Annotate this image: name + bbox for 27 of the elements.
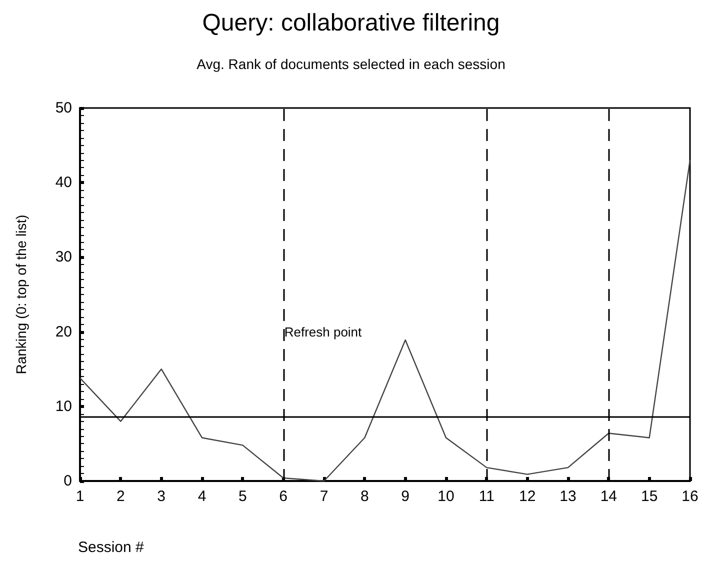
y-tick-label: 0 — [64, 472, 72, 490]
x-tick-label: 10 — [438, 488, 454, 505]
y-tick-label: 20 — [55, 323, 72, 340]
x-tick-label: 14 — [600, 488, 618, 505]
annotation: Refresh point — [284, 324, 362, 340]
x-axis-title: Session # — [78, 539, 145, 556]
x-tick-label: 9 — [401, 488, 410, 505]
y-axis-title: Ranking (0: top of the list) — [13, 214, 29, 374]
y-tick-label: 10 — [55, 398, 72, 415]
y-tick-label: 30 — [55, 248, 72, 266]
x-tick-label: 15 — [640, 488, 658, 505]
x-tick-label: 7 — [320, 488, 328, 505]
x-tick-label: 11 — [478, 488, 494, 505]
x-tick-label: 6 — [279, 488, 288, 505]
chart-title: Query: collaborative filtering — [202, 10, 500, 36]
x-tick-label: 1 — [76, 488, 84, 505]
x-tick-label: 3 — [157, 488, 166, 505]
y-tick-label: 50 — [55, 100, 72, 116]
x-tick-label: 5 — [238, 488, 247, 505]
x-tick-label: 13 — [560, 488, 576, 505]
x-tick-label: 8 — [360, 488, 369, 505]
x-tick-label: 4 — [198, 488, 206, 505]
x-tick-label: 12 — [518, 488, 536, 505]
x-tick-label: 16 — [682, 488, 698, 505]
y-tick-label: 40 — [55, 174, 72, 192]
chart-subtitle: Avg. Rank of documents selected in each session — [196, 56, 506, 72]
x-tick-label: 2 — [116, 488, 125, 505]
